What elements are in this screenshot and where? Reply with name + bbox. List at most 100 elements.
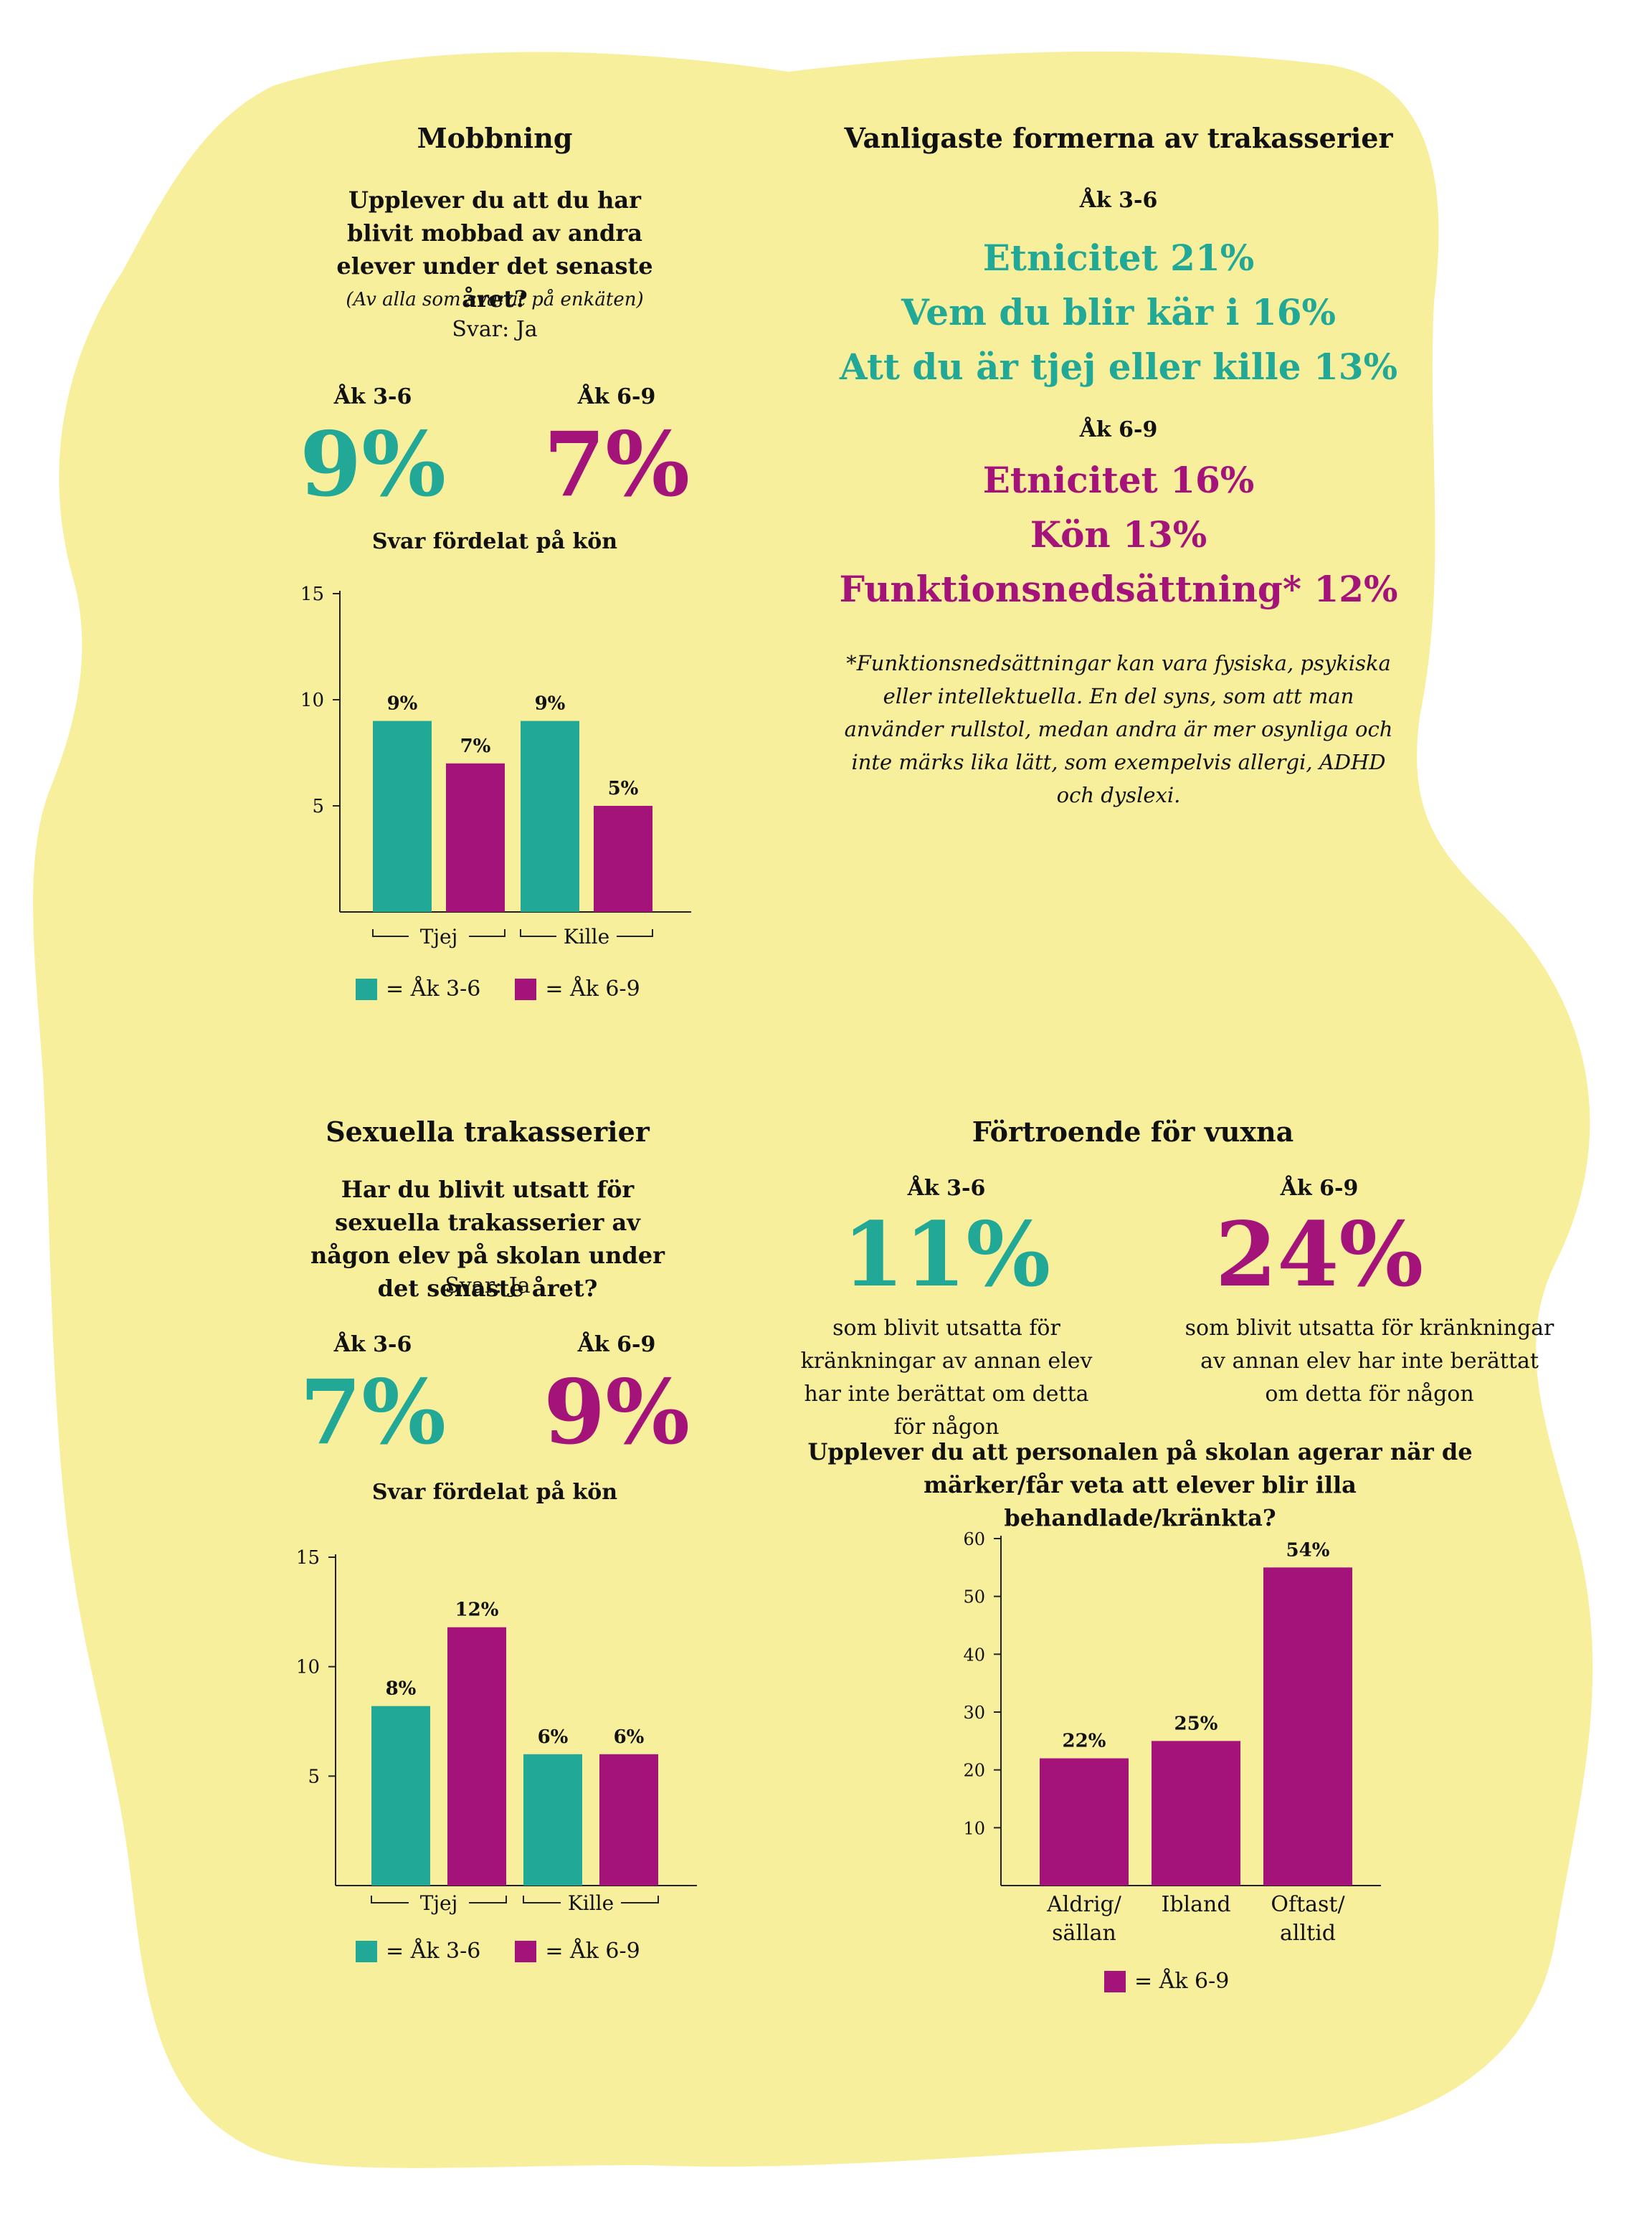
category-label: Oftast/	[1271, 1892, 1345, 1917]
y-tick-label: 60	[963, 1529, 985, 1549]
vanligaste-grade1-list: Etnicitet 21% Vem du blir kär i 16% Att …	[789, 231, 1448, 394]
legend-swatch-ak36	[356, 1940, 377, 1962]
bar	[1263, 1567, 1352, 1886]
vanligaste-grade2-label: Åk 6-9	[1079, 417, 1158, 442]
category-label: Aldrig/	[1046, 1892, 1122, 1917]
vanligaste-title: Vanligaste formerna av trakasserier	[844, 122, 1393, 154]
bar	[594, 806, 652, 912]
vanligaste-grade1-label: Åk 3-6	[1079, 188, 1158, 213]
sexuella-grade2-value: 9%	[543, 1361, 690, 1465]
bar-value-label: 9%	[387, 693, 418, 715]
bar	[599, 1754, 658, 1886]
bar	[371, 1706, 430, 1886]
category-label: Kille	[568, 1891, 614, 1915]
y-tick-label: 5	[308, 1766, 320, 1787]
category-bracket	[621, 1896, 659, 1903]
mobbning-chart-title: Svar fördelat på kön	[371, 529, 618, 554]
category-bracket	[371, 1896, 409, 1903]
sexuella-grade1-value: 7%	[299, 1361, 447, 1465]
fortroende-title: Förtroende för vuxna	[972, 1116, 1294, 1148]
bar-value-label: 8%	[386, 1678, 417, 1700]
sexuella-grade1-label: Åk 3-6	[333, 1332, 412, 1357]
bar-value-label: 6%	[614, 1726, 645, 1748]
bar-value-label: 54%	[1286, 1539, 1330, 1561]
y-tick-label: 40	[963, 1645, 985, 1665]
mobbning-grade2-value: 7%	[543, 413, 690, 517]
legend-label-ak36: = Åk 3-6	[386, 976, 481, 1002]
category-bracket	[469, 1896, 507, 1903]
sexuella-legend: = Åk 3-6 = Åk 6-9	[356, 1939, 640, 1964]
legend-label-ak69: = Åk 6-9	[545, 1939, 640, 1964]
vanligaste-footnote: *Funktionsnedsättningar kan vara fysiska…	[844, 651, 1393, 807]
background-shape	[33, 51, 1593, 2168]
fortroende-grade1-label: Åk 3-6	[907, 1176, 986, 1201]
mobbning-grade1-value: 9%	[299, 413, 447, 517]
bar-value-label: 12%	[455, 1600, 499, 1621]
mobbning-note: (Av alla som svarat på enkäten)	[346, 289, 644, 310]
legend-swatch-ak69	[515, 1940, 537, 1962]
bar-value-label: 22%	[1063, 1731, 1106, 1752]
bar	[1040, 1758, 1129, 1886]
bar	[521, 721, 579, 912]
category-label: alltid	[1280, 1921, 1336, 1946]
sexuella-answer: Svar: Ja	[445, 1273, 531, 1298]
fortroende-grade2-label: Åk 6-9	[1280, 1176, 1359, 1201]
bar-value-label: 5%	[608, 778, 639, 799]
form-item: Funktionsnedsättning* 12%	[839, 568, 1398, 610]
sexuella-question: Har du blivit utsatt för sexuella trakas…	[310, 1176, 665, 1302]
category-bracket	[469, 929, 505, 937]
mobbning-title: Mobbning	[417, 122, 573, 154]
category-label: Tjej	[420, 925, 458, 949]
mobbning-legend: = Åk 3-6 = Åk 6-9	[356, 976, 640, 1002]
category-bracket	[617, 929, 653, 937]
vanligaste-grade2-list: Etnicitet 16% Kön 13% Funktionsnedsättni…	[789, 453, 1448, 617]
legend-swatch-ak69	[1104, 1970, 1126, 1992]
mobbning-answer: Svar: Ja	[452, 317, 538, 342]
y-tick-label: 20	[963, 1761, 985, 1781]
fortroende-grade2-value: 24%	[1215, 1203, 1424, 1307]
y-tick-label: 10	[296, 1657, 320, 1678]
bar	[447, 1627, 506, 1886]
y-tick-label: 15	[296, 1547, 320, 1569]
legend-label-ak36: = Åk 3-6	[386, 1939, 481, 1964]
y-tick-label: 10	[300, 690, 324, 711]
legend-label-ak69: = Åk 6-9	[1134, 1969, 1230, 1994]
fortroende-grade1-text: som blivit utsatta för kränkningar av an…	[800, 1316, 1093, 1440]
fortroende-question: Upplever du att personalen på skolan age…	[807, 1438, 1473, 1531]
y-tick-label: 30	[963, 1703, 985, 1723]
mobbning-question: Upplever du att du har blivit mobbad av …	[336, 186, 653, 313]
category-label: sällan	[1052, 1921, 1116, 1946]
bar-value-label: 7%	[460, 736, 491, 757]
y-tick-label: 5	[312, 796, 324, 817]
bar-value-label: 6%	[538, 1726, 569, 1748]
y-tick-label: 15	[300, 584, 324, 605]
form-item: Vem du blir kär i 16%	[901, 291, 1337, 333]
category-bracket	[520, 929, 556, 937]
legend-swatch-ak69	[515, 978, 537, 1000]
category-bracket	[372, 929, 409, 937]
category-label: Ibland	[1161, 1892, 1230, 1917]
fortroende-legend: = Åk 6-9	[1104, 1969, 1229, 1994]
bar	[446, 763, 505, 912]
sexuella-grade2-label: Åk 6-9	[577, 1332, 656, 1357]
fortroende-grade2-text: som blivit utsatta för kränkningar av an…	[1185, 1316, 1554, 1407]
bar-value-label: 9%	[535, 693, 566, 715]
bar	[523, 1754, 582, 1886]
sexuella-title: Sexuella trakasserier	[326, 1116, 650, 1148]
form-item: Att du är tjej eller kille 13%	[839, 346, 1398, 388]
category-label: Kille	[564, 925, 609, 949]
y-tick-label: 50	[963, 1587, 985, 1607]
form-item: Kön 13%	[1030, 513, 1207, 556]
form-item: Etnicitet 21%	[982, 237, 1255, 279]
y-tick-label: 10	[963, 1818, 985, 1838]
form-item: Etnicitet 16%	[982, 459, 1255, 501]
bar	[1152, 1741, 1240, 1886]
sexuella-chart-title: Svar fördelat på kön	[371, 1480, 618, 1505]
bar	[373, 721, 432, 912]
legend-swatch-ak36	[356, 978, 377, 1000]
category-bracket	[523, 1896, 561, 1903]
